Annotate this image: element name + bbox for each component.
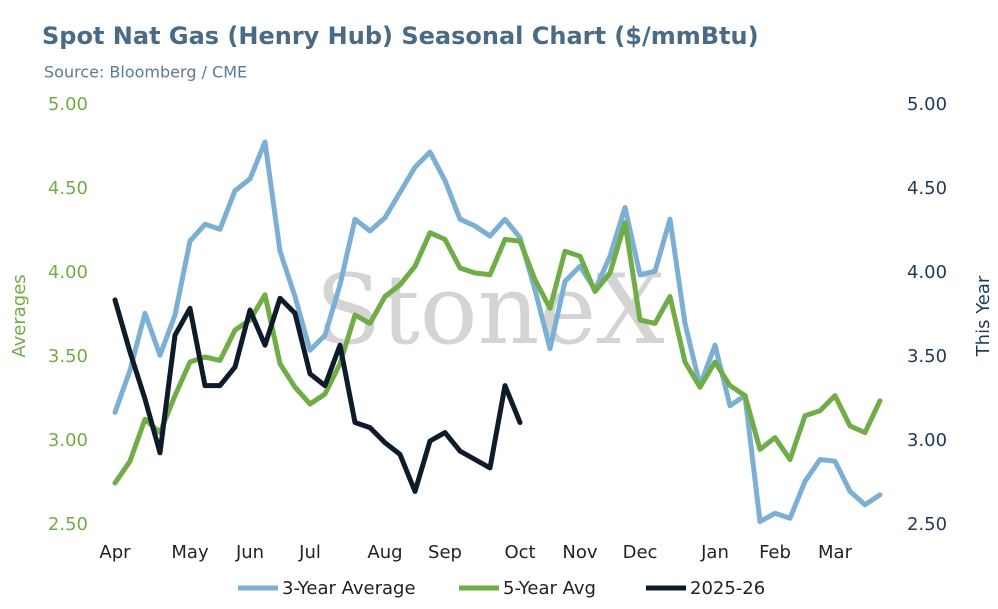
x-tick-label: May: [171, 542, 209, 563]
legend-label: 3-Year Average: [282, 578, 416, 599]
legend-label: 5-Year Avg: [503, 578, 596, 599]
y2-tick-label: 5.00: [907, 94, 947, 115]
y-tick-label: 5.00: [48, 94, 88, 115]
y2-tick-label: 3.00: [907, 430, 947, 451]
y-tick-label: 3.50: [48, 346, 88, 367]
y2-axis-label: This Year: [973, 275, 994, 357]
chart-subtitle: Source: Bloomberg / CME: [44, 63, 247, 82]
y-tick-label: 3.00: [48, 430, 88, 451]
legend-label: 2025-26: [690, 578, 765, 599]
x-tick-label: Sep: [428, 542, 462, 563]
y2-tick-label: 4.00: [907, 262, 947, 283]
y-tick-label: 4.50: [48, 178, 88, 199]
y-axis-label: Averages: [9, 274, 30, 357]
x-tick-label: Oct: [504, 542, 535, 563]
x-tick-label: Aug: [367, 542, 402, 563]
line-series: [112, 295, 523, 494]
x-tick-label: Jul: [298, 542, 321, 563]
x-tick-label: Mar: [818, 542, 853, 563]
y2-tick-label: 2.50: [907, 514, 947, 535]
chart-title: Spot Nat Gas (Henry Hub) Seasonal Chart …: [42, 22, 759, 50]
y2-tick-label: 3.50: [907, 346, 947, 367]
y-tick-label: 4.00: [48, 262, 88, 283]
x-tick-label: Jun: [235, 542, 264, 563]
line-series: [112, 139, 883, 525]
line-series: [112, 220, 883, 486]
y-tick-label: 2.50: [48, 514, 88, 535]
x-tick-label: Nov: [562, 542, 597, 563]
x-tick-label: Jan: [700, 542, 729, 563]
y2-tick-label: 4.50: [907, 178, 947, 199]
x-tick-label: Feb: [759, 542, 791, 563]
x-tick-label: Dec: [623, 542, 658, 563]
x-tick-label: Apr: [99, 542, 131, 563]
